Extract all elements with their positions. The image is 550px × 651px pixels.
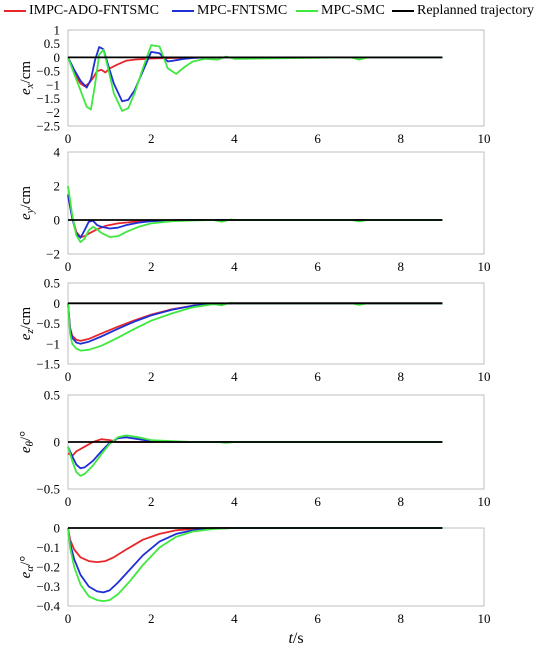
legend-item-replanned-trajectory: Replanned trajectory <box>392 2 534 20</box>
x-tick-label: 8 <box>398 611 405 626</box>
x-tick-label: 10 <box>478 369 491 384</box>
y-tick-label: −0.3 <box>36 579 60 594</box>
legend: IMPC-ADO-FNTSMC MPC-FNTSMC MPC-SMC Repla… <box>0 0 550 22</box>
x-tick-label: 6 <box>314 369 321 384</box>
x-tick-label: 10 <box>478 494 491 509</box>
legend-item-impc-ado-fntsmc: IMPC-ADO-FNTSMC <box>4 2 159 20</box>
x-tick-label: 6 <box>314 259 321 274</box>
y-tick-label: 0 <box>54 521 61 536</box>
legend-label: Replanned trajectory <box>417 3 535 18</box>
y-tick-label: −2.5 <box>36 119 60 134</box>
legend-line <box>392 10 414 12</box>
y-axis-label: eα/° <box>18 556 36 579</box>
y-tick-label: −0.5 <box>36 316 60 331</box>
series-line-mpc-fntsmc <box>67 46 443 103</box>
legend-line <box>172 10 194 12</box>
x-tick-label: 2 <box>148 611 155 626</box>
x-tick-label: 4 <box>231 494 238 509</box>
y-tick-label: −2 <box>46 247 60 262</box>
series-line-impc-ado-fntsmc <box>67 196 443 238</box>
chart-panel-4: 0.5 0 −0.5 0 2 4 6 8 10 eθ/° <box>18 388 491 510</box>
x-tick-label: 0 <box>65 369 72 384</box>
y-tick-label: −0.1 <box>36 540 60 555</box>
y-tick-label: −2 <box>46 105 60 120</box>
x-tick-label: 2 <box>148 259 155 274</box>
y-tick-label: −0.5 <box>36 64 60 79</box>
x-tick-label: 2 <box>148 131 155 146</box>
y-tick-label: −1 <box>46 77 60 92</box>
y-tick-label: 0.5 <box>44 276 60 291</box>
chart-panel-2: 4 2 0 −2 0 2 4 6 8 10 ey/cm <box>18 145 491 275</box>
chart-panel-3: 0.5 0 −0.5 −1 −1.5 0 2 4 6 8 10 ez/cm <box>18 276 491 385</box>
series-line-mpc-fntsmc <box>67 194 443 239</box>
x-tick-label: 0 <box>65 259 72 274</box>
plot-frame <box>67 151 485 255</box>
x-tick-label: 10 <box>478 611 491 626</box>
y-tick-label: −1 <box>46 336 60 351</box>
y-tick-label: 0.5 <box>44 36 60 51</box>
plot-frame <box>67 282 485 365</box>
legend-line <box>296 10 318 12</box>
y-tick-label: 0 <box>54 296 61 311</box>
y-tick-label: −1.5 <box>36 91 60 106</box>
y-tick-label: −1.5 <box>36 357 60 372</box>
x-tick-label: 6 <box>314 494 321 509</box>
plot-frame <box>67 527 485 607</box>
series-line-impc-ado-fntsmc <box>67 527 443 563</box>
legend-label: IMPC-ADO-FNTSMC <box>29 3 159 18</box>
legend-line <box>4 10 26 12</box>
y-tick-label: 4 <box>54 145 61 160</box>
x-tick-label: 4 <box>231 259 238 274</box>
y-tick-label: −0.2 <box>36 560 60 575</box>
series-line-mpc-smc <box>67 527 443 602</box>
x-tick-label: 10 <box>478 131 491 146</box>
x-tick-label: 6 <box>314 131 321 146</box>
x-tick-label: 4 <box>231 611 238 626</box>
y-axis-label: ey/cm <box>18 186 36 220</box>
x-tick-label: 2 <box>148 494 155 509</box>
x-axis-label: t/s <box>288 630 303 647</box>
x-tick-label: 4 <box>231 131 238 146</box>
x-tick-label: 2 <box>148 369 155 384</box>
y-tick-label: 0 <box>54 435 61 450</box>
chart-panel-5: 0 −0.1 −0.2 −0.3 −0.4 0 2 4 6 8 10 eα/° <box>18 521 491 627</box>
y-tick-label: 0.5 <box>44 388 60 403</box>
x-tick-label: 10 <box>478 259 491 274</box>
y-axis-label: ez/cm <box>18 306 36 340</box>
x-tick-label: 0 <box>65 494 72 509</box>
legend-item-mpc-smc: MPC-SMC <box>296 2 385 20</box>
y-tick-label: 2 <box>54 179 61 194</box>
legend-label: MPC-FNTSMC <box>197 3 288 18</box>
series-line-mpc-fntsmc <box>67 527 443 594</box>
y-axis-label: eθ/° <box>18 431 36 453</box>
y-tick-label: −0.4 <box>36 599 60 614</box>
legend-item-mpc-fntsmc: MPC-FNTSMC <box>172 2 287 20</box>
x-tick-label: 8 <box>398 131 405 146</box>
plot-frame <box>67 29 485 127</box>
x-tick-label: 6 <box>314 611 321 626</box>
x-tick-label: 0 <box>65 611 72 626</box>
series-line-impc-ado-fntsmc <box>67 56 443 88</box>
y-tick-label: 0 <box>54 50 61 65</box>
x-tick-label: 8 <box>398 494 405 509</box>
y-tick-label: 1 <box>54 23 61 38</box>
x-tick-label: 4 <box>231 369 238 384</box>
y-tick-label: −0.5 <box>36 482 60 497</box>
x-tick-label: 0 <box>65 131 72 146</box>
y-axis-label: ex/cm <box>18 61 36 95</box>
legend-label: MPC-SMC <box>321 3 385 18</box>
series-line-mpc-smc <box>67 185 443 244</box>
x-tick-label: 8 <box>398 369 405 384</box>
y-tick-label: 0 <box>54 213 61 228</box>
x-tick-label: 8 <box>398 259 405 274</box>
